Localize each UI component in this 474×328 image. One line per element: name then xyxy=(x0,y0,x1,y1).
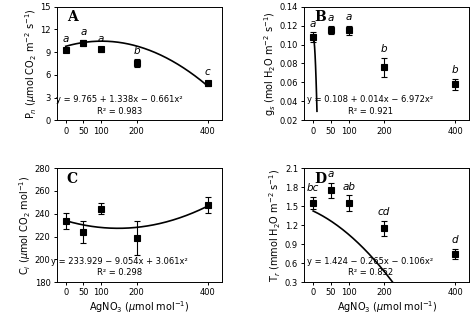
Text: y = 1.424 − 0.265x − 0.106x²: y = 1.424 − 0.265x − 0.106x² xyxy=(307,257,433,266)
Text: C: C xyxy=(67,172,78,186)
Text: a: a xyxy=(63,34,69,44)
Text: d: d xyxy=(452,235,458,245)
Text: B: B xyxy=(314,10,326,24)
Y-axis label: g$_{s}$ (mol H$_{2}$O m$^{-2}$ s$^{-1}$): g$_{s}$ (mol H$_{2}$O m$^{-2}$ s$^{-1}$) xyxy=(263,11,278,116)
Text: R² = 0.921: R² = 0.921 xyxy=(348,107,393,116)
Text: b: b xyxy=(133,46,140,55)
Text: y = 9.765 + 1.338x − 0.661x²: y = 9.765 + 1.338x − 0.661x² xyxy=(56,95,183,104)
Text: D: D xyxy=(314,172,326,186)
Text: R² = 0.298: R² = 0.298 xyxy=(97,268,142,277)
Text: a: a xyxy=(98,34,104,44)
Text: a: a xyxy=(328,169,334,179)
Text: a: a xyxy=(310,19,316,29)
Text: cd: cd xyxy=(378,207,390,217)
X-axis label: AgNO$_{3}$ ($\mu$mol mol$^{-1}$): AgNO$_{3}$ ($\mu$mol mol$^{-1}$) xyxy=(89,299,190,315)
Text: a: a xyxy=(328,13,334,23)
Text: b: b xyxy=(452,65,458,75)
Text: R² = 0.983: R² = 0.983 xyxy=(97,107,142,116)
Text: y = 233.929 − 9.054x + 3.061x²: y = 233.929 − 9.054x + 3.061x² xyxy=(51,257,188,266)
Text: b: b xyxy=(381,44,387,54)
Text: ab: ab xyxy=(342,182,355,192)
Text: c: c xyxy=(205,67,210,77)
Y-axis label: C$_{i}$ ($\mu$mol CO$_{2}$ mol$^{-1}$): C$_{i}$ ($\mu$mol CO$_{2}$ mol$^{-1}$) xyxy=(18,175,33,275)
Y-axis label: T$_{r}$ (mmol H$_{2}$O m$^{-2}$ s$^{-1}$): T$_{r}$ (mmol H$_{2}$O m$^{-2}$ s$^{-1}$… xyxy=(268,169,283,282)
X-axis label: AgNO$_{3}$ ($\mu$mol mol$^{-1}$): AgNO$_{3}$ ($\mu$mol mol$^{-1}$) xyxy=(337,299,437,315)
Text: a: a xyxy=(80,27,87,36)
Text: A: A xyxy=(67,10,78,24)
Text: R² = 0.852: R² = 0.852 xyxy=(348,268,393,277)
Text: y = 0.108 + 0.014x − 6.972x²: y = 0.108 + 0.014x − 6.972x² xyxy=(307,95,433,104)
Y-axis label: P$_{n}$ ($\mu$mol CO$_{2}$ m$^{-2}$ s$^{-1}$): P$_{n}$ ($\mu$mol CO$_{2}$ m$^{-2}$ s$^{… xyxy=(23,8,39,119)
Text: a: a xyxy=(346,12,352,22)
Text: bc: bc xyxy=(307,183,319,193)
